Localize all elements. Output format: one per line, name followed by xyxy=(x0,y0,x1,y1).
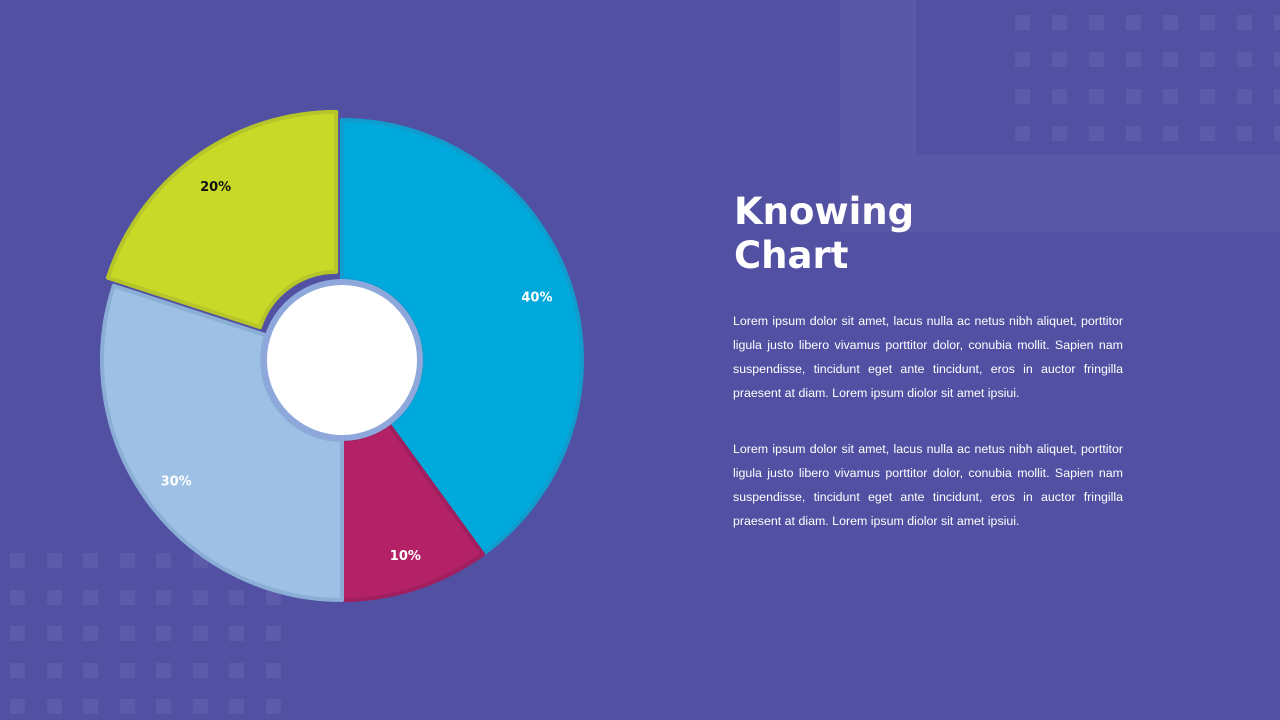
pattern-dot xyxy=(1089,89,1104,104)
pattern-dot xyxy=(1163,52,1178,67)
pattern-dot xyxy=(1237,52,1252,67)
pattern-dot xyxy=(265,626,281,641)
title-line-2: Chart xyxy=(734,234,849,277)
pattern-dot xyxy=(46,589,62,605)
pattern-dot xyxy=(1274,52,1280,67)
pattern-dot xyxy=(83,553,98,568)
data-label: 20% xyxy=(200,180,231,195)
pattern-dot xyxy=(1052,89,1067,104)
pattern-dot xyxy=(156,699,171,714)
pattern-dot xyxy=(1052,126,1067,141)
pattern-dot xyxy=(1163,89,1178,104)
pattern-dot xyxy=(1089,52,1104,67)
pattern-dot xyxy=(192,589,208,605)
pattern-dot xyxy=(1237,89,1252,104)
pattern-dot xyxy=(119,553,135,568)
pattern-dot xyxy=(1274,126,1280,141)
pattern-dot xyxy=(1237,126,1252,141)
pattern-dot xyxy=(119,699,135,714)
pattern-dot xyxy=(83,699,98,714)
pattern-dot xyxy=(119,589,135,605)
pattern-dot xyxy=(1237,15,1252,30)
pattern-dot xyxy=(83,662,98,678)
data-label: 10% xyxy=(390,549,421,564)
pattern-dot xyxy=(1126,52,1141,67)
pattern-dot xyxy=(192,626,208,641)
pattern-dot xyxy=(265,662,281,678)
pattern-dot xyxy=(1200,52,1215,67)
donut-center xyxy=(261,279,423,441)
pattern-dot xyxy=(1126,126,1141,141)
pattern-dot xyxy=(156,589,171,605)
pattern-dot xyxy=(192,662,208,678)
pattern-dot xyxy=(1126,89,1141,104)
pattern-dot xyxy=(229,626,244,641)
pattern-dot xyxy=(10,553,25,568)
pattern-dot xyxy=(10,589,25,605)
pattern-dot xyxy=(229,662,244,678)
slide-title: Knowing Chart xyxy=(734,190,914,278)
pattern-dot xyxy=(10,626,25,641)
pattern-dot xyxy=(156,662,171,678)
pattern-dot xyxy=(1274,89,1280,104)
pattern-dot xyxy=(229,699,244,714)
pattern-dot xyxy=(83,626,98,641)
pattern-dot xyxy=(46,699,62,714)
data-label: 30% xyxy=(161,474,192,489)
pattern-dot xyxy=(1126,15,1141,30)
pattern-dot xyxy=(229,589,244,605)
pattern-dot xyxy=(10,662,25,678)
pattern-dot xyxy=(1052,52,1067,67)
pattern-dot xyxy=(10,699,25,714)
body-paragraph-1: Lorem ipsum dolor sit amet, lacus nulla … xyxy=(733,314,1123,400)
pattern-dot xyxy=(1163,15,1178,30)
pattern-dot xyxy=(1089,15,1104,30)
pattern-dot xyxy=(46,662,62,678)
pattern-dot xyxy=(265,699,281,714)
pattern-dot xyxy=(1200,89,1215,104)
pattern-dot xyxy=(1200,126,1215,141)
title-line-1: Knowing xyxy=(734,190,915,233)
pattern-dot xyxy=(46,626,62,641)
pattern-dot xyxy=(1200,15,1215,30)
body-paragraph-2: Lorem ipsum dolor sit amet, lacus nulla … xyxy=(733,442,1123,528)
pattern-dot xyxy=(119,626,135,641)
pattern-dot xyxy=(1015,89,1030,104)
pattern-dot xyxy=(1015,126,1030,141)
pattern-dot xyxy=(46,553,62,568)
pattern-dot xyxy=(156,626,171,641)
slice-20 xyxy=(105,109,339,330)
data-label: 40% xyxy=(521,291,552,306)
pattern-dot xyxy=(1089,126,1104,141)
pattern-dot xyxy=(192,699,208,714)
pattern-dot xyxy=(265,589,281,605)
pattern-dot xyxy=(119,662,135,678)
pattern-dot xyxy=(156,553,171,568)
pattern-dot xyxy=(1274,15,1280,30)
pattern-dot xyxy=(1015,52,1030,67)
pattern-dot xyxy=(1163,126,1178,141)
pattern-dot xyxy=(83,589,98,605)
pattern-dot xyxy=(1015,15,1030,30)
pattern-dot xyxy=(1052,15,1067,30)
